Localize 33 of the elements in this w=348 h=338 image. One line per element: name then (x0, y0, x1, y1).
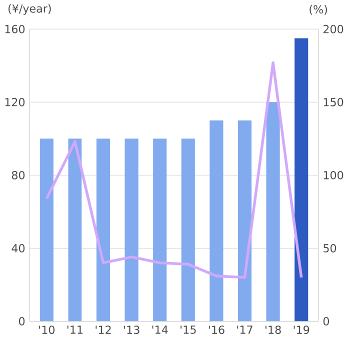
bar (153, 138, 167, 322)
x-tick-label: '10 (39, 326, 55, 334)
x-tick-label: '18 (266, 326, 281, 334)
y2-tick-label: 200 (323, 24, 344, 34)
y2-tick-label: 150 (324, 98, 344, 106)
bar (96, 138, 110, 322)
bar (181, 138, 195, 322)
x-tick-label: '13 (124, 326, 140, 334)
y-tick-label: 160 (5, 24, 25, 34)
y2-tick-label: 50 (324, 244, 336, 252)
y2-tick-label: 0 (323, 316, 330, 326)
y-tick-label: 40 (12, 244, 25, 252)
bar (210, 120, 224, 322)
bar (266, 102, 280, 322)
bar (294, 38, 308, 322)
x-tick-label: '11 (67, 326, 83, 334)
line-series (45, 61, 303, 279)
y-tick-label: 120 (5, 98, 25, 106)
x-tick-label: '14 (152, 326, 168, 334)
x-tick-label: '15 (180, 326, 196, 334)
x-tick-label: '16 (208, 326, 224, 334)
y-axis-title: (¥/year) (8, 4, 51, 15)
x-tick-label: '17 (237, 326, 252, 334)
y2-axis-title: (%) (310, 4, 327, 15)
y-tick-label: 0 (18, 316, 25, 326)
x-tick-label: '12 (96, 326, 111, 334)
y-tick-label: 80 (12, 170, 25, 180)
bar (238, 120, 252, 322)
x-tick-label: '19 (294, 326, 310, 334)
bar (68, 138, 82, 322)
y2-tick-label: 100 (324, 170, 344, 180)
bar (40, 138, 54, 322)
bar (124, 138, 138, 322)
